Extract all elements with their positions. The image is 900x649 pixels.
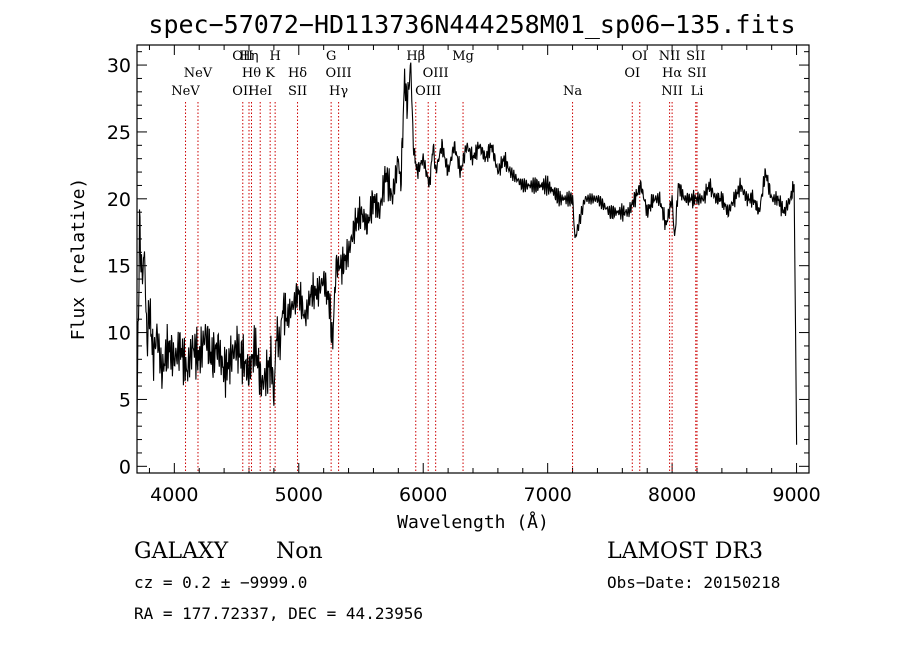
y-tick-label: 5 <box>119 389 131 411</box>
spectral-line-label: NII <box>661 84 683 99</box>
ra-dec: RA = 177.72337, DEC = 44.23956 <box>134 604 423 623</box>
spectral-line-markers: NeVNeVOIIOIIHηHθHeIKHHδSIIGOIIIHγHβOIIIO… <box>171 49 707 473</box>
spectral-line-label: NeV <box>171 84 200 99</box>
object-subclass: Non <box>276 539 323 564</box>
spectral-line-label: SII <box>687 66 706 81</box>
redshift-cz: cz = 0.2 ± −9999.0 <box>134 573 307 592</box>
spectral-line-label: Hγ <box>329 84 348 99</box>
spectral-line-label: OIII <box>423 66 449 81</box>
spectral-line-label: Hθ <box>242 66 261 81</box>
spectral-line-label: HeI <box>248 84 272 99</box>
obs-date: Obs−Date: 20150218 <box>607 573 780 592</box>
object-class: GALAXY <box>134 539 229 564</box>
y-tick-label: 0 <box>119 456 131 478</box>
spectral-line-label: OIII <box>326 66 352 81</box>
x-tick-label: 9000 <box>772 484 820 506</box>
chart-title: spec−57072−HD113736N444258M01_sp06−135.f… <box>148 10 795 39</box>
x-tick-label: 5000 <box>275 484 323 506</box>
spectral-line-label: G <box>326 49 336 64</box>
spectral-line-label: Hα <box>662 66 682 81</box>
y-tick-label: 25 <box>107 122 131 144</box>
y-axis-label: Flux (relative) <box>68 178 89 341</box>
spectral-line-label: Hδ <box>288 66 307 81</box>
x-axis-label: Wavelength (Å) <box>397 511 549 533</box>
y-tick-label: 10 <box>107 323 131 345</box>
survey-name: LAMOST DR3 <box>607 539 763 564</box>
plot-frame <box>136 44 810 474</box>
spectral-line-label: H <box>269 49 280 64</box>
x-tick-label: 7000 <box>523 484 571 506</box>
spectral-line-label: Mg <box>452 49 474 64</box>
spectral-line-label: OI <box>632 49 648 64</box>
spectral-line-label: NeV <box>184 66 213 81</box>
spectral-line-label: Li <box>691 84 704 99</box>
x-tick-label: 8000 <box>648 484 696 506</box>
spectral-line-label: OII <box>232 49 253 64</box>
x-tick-label: 4000 <box>150 484 198 506</box>
spectral-line-label: Na <box>563 84 582 99</box>
y-tick-label: 15 <box>107 256 131 278</box>
spectral-line-label: SII <box>288 84 307 99</box>
spectral-line-label: OII <box>232 84 253 99</box>
spectral-line-label: Hβ <box>406 49 425 64</box>
axis-ticks: 4000 5000 6000 7000 8000 9000 0 5 10 15 20 25 30 <box>107 45 821 506</box>
x-tick-label: 6000 <box>399 484 447 506</box>
spectral-line-label: OI <box>624 66 640 81</box>
spectrum-line <box>136 62 798 445</box>
spectral-line-label: SII <box>686 49 705 64</box>
spectral-line-label: K <box>265 66 275 81</box>
spectral-line-label: Hη <box>239 49 258 64</box>
y-tick-label: 30 <box>107 55 131 77</box>
y-tick-label: 20 <box>107 189 131 211</box>
spectral-line-label: NII <box>659 49 681 64</box>
spectral-line-label: OIII <box>415 84 441 99</box>
